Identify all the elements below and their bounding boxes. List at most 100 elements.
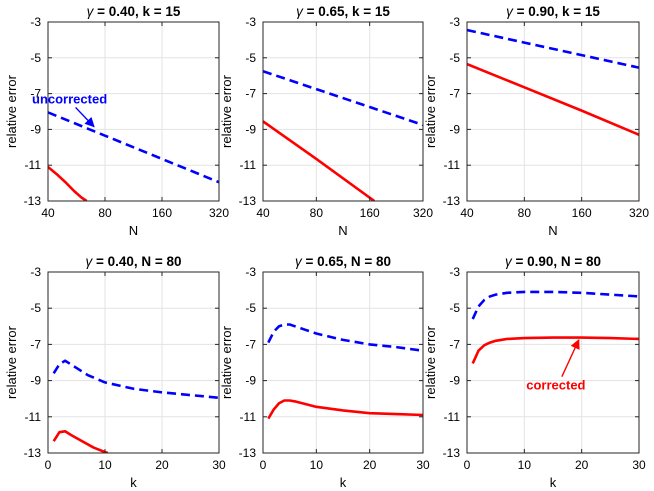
x-tick-label: 0 — [260, 458, 267, 472]
x-axis-label: k — [130, 475, 137, 490]
plot-area — [48, 22, 219, 201]
panel-title: γ = 0.40, k = 15 — [87, 4, 181, 19]
x-tick-label: 20 — [575, 458, 589, 472]
x-axis-label: k — [340, 475, 347, 490]
y-tick-label: -7 — [30, 87, 41, 101]
uncorrected-series-line — [471, 290, 639, 320]
panel-title-text: = 0.90, k = 15 — [513, 4, 601, 19]
y-tick-label: -13 — [239, 194, 257, 208]
corrected-series-line — [267, 399, 423, 420]
y-tick-label: -13 — [239, 446, 257, 460]
x-tick-label: 40 — [41, 206, 55, 220]
x-tick-label: 160 — [152, 206, 172, 220]
y-tick-label: -3 — [30, 15, 41, 29]
panel-title-text: = 0.65, N = 80 — [302, 254, 391, 269]
x-tick-label: 10 — [98, 458, 112, 472]
x-axis-label: k — [550, 475, 557, 490]
gamma-symbol: γ — [87, 4, 95, 19]
panel-title-text: = 0.65, k = 15 — [303, 4, 391, 19]
panel-title: γ = 0.90, k = 15 — [506, 4, 600, 19]
y-tick-label: -7 — [449, 337, 460, 351]
panel-title-text: = 0.90, N = 80 — [512, 254, 601, 269]
y-tick-label: -7 — [449, 87, 460, 101]
annotation-label: corrected — [526, 378, 585, 393]
x-tick-label: 40 — [460, 206, 474, 220]
y-tick-label: -7 — [245, 87, 256, 101]
plot-area — [48, 272, 219, 453]
plot-area — [263, 22, 423, 201]
y-tick-label: -3 — [30, 265, 41, 279]
y-tick-label: -11 — [25, 158, 42, 172]
plot-area — [263, 272, 423, 453]
plot-area — [467, 272, 639, 453]
uncorrected-series-line — [263, 69, 423, 127]
y-tick-label: -5 — [245, 51, 256, 65]
y-tick-label: -9 — [449, 122, 460, 136]
y-tick-label: -5 — [245, 301, 256, 315]
y-tick-label: -9 — [245, 374, 256, 388]
y-axis-label: relative error — [219, 74, 234, 148]
y-tick-label: -5 — [30, 301, 41, 315]
x-tick-label: 0 — [45, 458, 52, 472]
corrected-series-line — [471, 336, 639, 364]
y-tick-label: -9 — [30, 374, 41, 388]
annotation-arrow — [561, 338, 580, 377]
corrected-series-line — [52, 429, 109, 453]
gamma-symbol: γ — [295, 254, 303, 269]
panel-title-text: = 0.40, k = 15 — [93, 4, 181, 19]
panel-title: γ = 0.65, k = 15 — [296, 4, 390, 19]
x-tick-label: 160 — [572, 206, 592, 220]
panel-title: γ = 0.90, N = 80 — [505, 254, 601, 269]
y-tick-label: -13 — [443, 194, 461, 208]
x-tick-label: 30 — [632, 458, 646, 472]
y-axis-label: relative error — [4, 74, 19, 148]
corrected-series-line — [467, 62, 639, 136]
x-tick-label: 320 — [629, 206, 649, 220]
y-tick-label: -7 — [245, 337, 256, 351]
panel-title: γ = 0.40, N = 80 — [85, 254, 181, 269]
axes-frame — [262, 21, 424, 202]
x-tick-label: 320 — [209, 206, 229, 220]
x-tick-label: 30 — [416, 458, 430, 472]
x-tick-label: 20 — [363, 458, 377, 472]
axes-frame — [47, 271, 220, 454]
y-axis-label: relative error — [423, 325, 438, 399]
gamma-symbol: γ — [505, 254, 513, 269]
gamma-symbol: γ — [296, 4, 304, 19]
y-tick-label: -7 — [30, 337, 41, 351]
y-axis-label: relative error — [423, 74, 438, 148]
y-tick-label: -3 — [245, 265, 256, 279]
panel-6: 0 10 20 30 -13 -11 -9 -7 -5 -3 k relative error γ = … — [423, 254, 646, 490]
y-tick-label: -3 — [449, 15, 460, 29]
panel-4: 0 10 20 30 -13 -11 -9 -7 -5 -3 k relative error γ = … — [4, 254, 226, 490]
gamma-symbol: γ — [506, 4, 514, 19]
axes-frame — [262, 271, 424, 454]
y-tick-label: -5 — [30, 51, 41, 65]
y-tick-label: -11 — [25, 410, 42, 424]
uncorrected-series-line — [467, 28, 639, 69]
y-tick-label: -11 — [444, 158, 461, 172]
corrected-series-line — [48, 165, 88, 201]
x-tick-label: 30 — [212, 458, 226, 472]
x-axis-label: N — [338, 223, 347, 238]
x-axis-label: N — [129, 223, 138, 238]
x-tick-label: 20 — [155, 458, 169, 472]
x-tick-label: 80 — [98, 206, 112, 220]
plot-area — [467, 22, 639, 201]
x-tick-label: 40 — [256, 206, 270, 220]
y-tick-label: -9 — [449, 374, 460, 388]
x-tick-label: 80 — [310, 206, 324, 220]
x-tick-label: 10 — [518, 458, 532, 472]
x-tick-label: 80 — [518, 206, 532, 220]
x-tick-label: 160 — [360, 206, 380, 220]
y-tick-label: -11 — [240, 410, 257, 424]
gamma-symbol: γ — [85, 254, 93, 269]
x-tick-label: 320 — [413, 206, 433, 220]
panel-title-text: = 0.40, N = 80 — [92, 254, 181, 269]
corrected-series-line — [263, 120, 376, 201]
y-tick-label: -13 — [24, 194, 42, 208]
